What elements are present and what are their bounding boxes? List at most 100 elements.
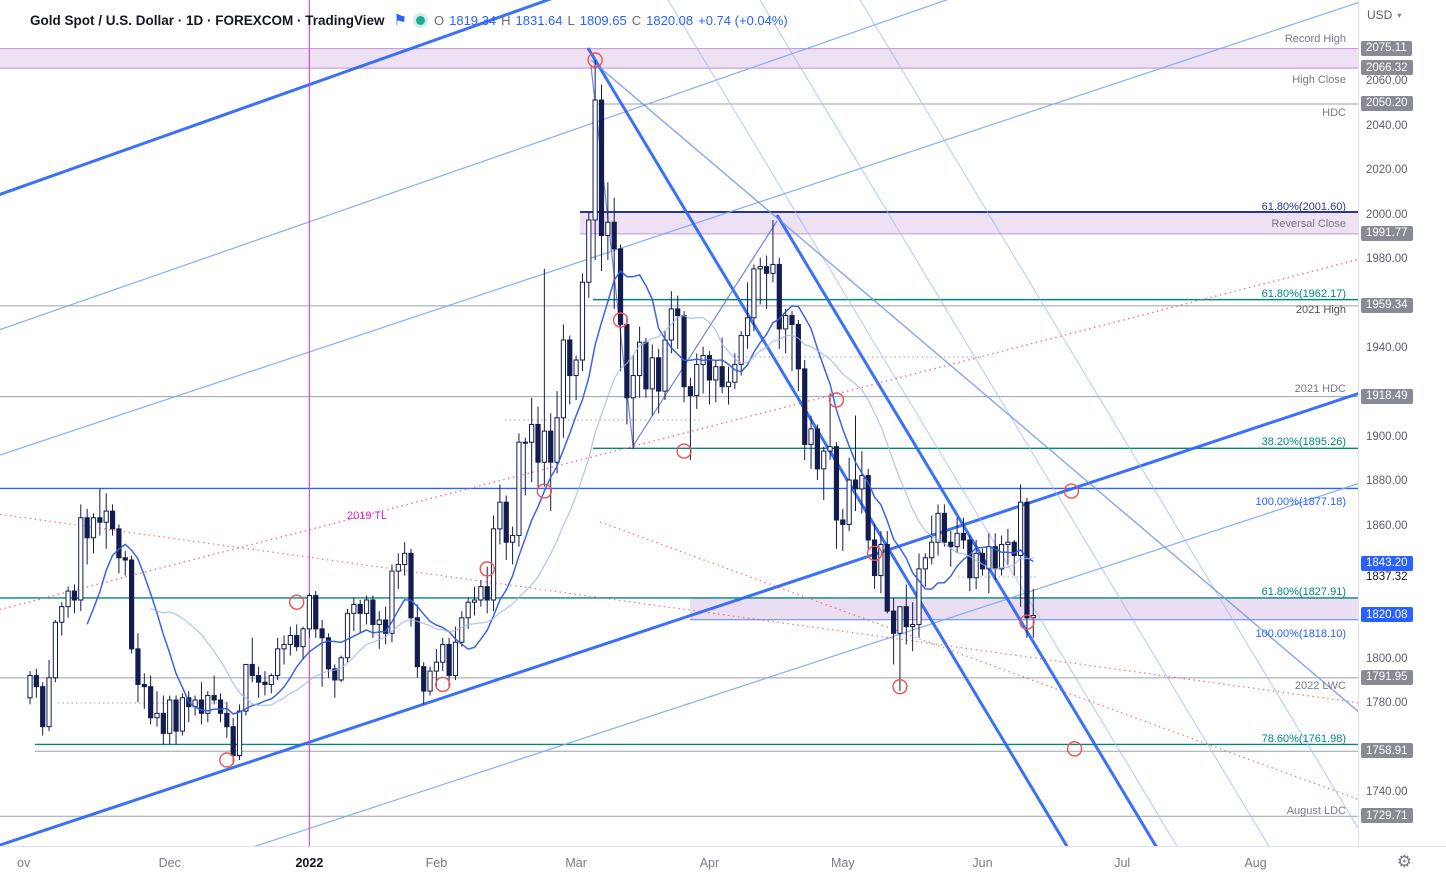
candle-body bbox=[662, 339, 668, 392]
candle-body bbox=[363, 599, 370, 614]
candle-body bbox=[910, 623, 916, 628]
candle-body bbox=[941, 512, 947, 543]
pivot-circle bbox=[676, 443, 692, 459]
high-label: H bbox=[501, 12, 511, 28]
settings-gear-icon[interactable]: ⚙ bbox=[1396, 852, 1412, 871]
candle-body bbox=[452, 641, 459, 677]
close-value: 1820.08 bbox=[646, 12, 694, 28]
candle-body bbox=[306, 595, 312, 630]
candle-body bbox=[490, 528, 497, 601]
pivot-circle bbox=[435, 676, 451, 693]
candle-body bbox=[59, 606, 65, 623]
time-axis-label: Apr bbox=[699, 856, 720, 870]
candle-body bbox=[78, 517, 84, 601]
candle-body bbox=[268, 675, 274, 685]
chart-plot-area[interactable]: Record High High Close HDC 61.80%(2001.60) R… bbox=[0, 0, 1358, 846]
candle-body bbox=[617, 248, 624, 325]
candle-body bbox=[548, 430, 554, 463]
time-axis[interactable]: ov Dec 2022 Feb Mar Apr May Jun Jul Aug bbox=[0, 846, 1446, 888]
record-high-zone bbox=[0, 48, 1358, 69]
candle-body bbox=[129, 559, 135, 650]
horizontal-levels bbox=[0, 48, 1358, 817]
close-label: C bbox=[631, 12, 642, 28]
candle-body bbox=[275, 648, 281, 677]
price-axis-badge: 1843.20 bbox=[1361, 555, 1413, 571]
candle-body bbox=[52, 621, 58, 679]
market-status-icon bbox=[415, 15, 425, 25]
candle-body bbox=[694, 363, 700, 397]
chevron-down-icon: ▾ bbox=[1397, 10, 1402, 20]
candle-body bbox=[376, 619, 382, 625]
candle-body bbox=[1024, 501, 1030, 619]
candle-body bbox=[160, 712, 166, 734]
candle-body bbox=[713, 366, 719, 381]
candle-body bbox=[732, 363, 738, 383]
candle-body bbox=[865, 475, 871, 541]
candle-body bbox=[65, 590, 71, 608]
candlestick-chart[interactable] bbox=[0, 0, 1358, 846]
open-label: O bbox=[433, 12, 445, 28]
candle-body bbox=[205, 695, 211, 714]
price-axis-badge: 1959.34 bbox=[1361, 297, 1413, 313]
candle-body bbox=[687, 386, 693, 397]
candle-body bbox=[484, 586, 490, 601]
flag-icon[interactable]: ⚑ bbox=[393, 11, 407, 29]
currency-selector[interactable]: USD ▾ bbox=[1367, 8, 1401, 22]
time-axis-label: 2022 bbox=[295, 856, 324, 870]
price-axis-badge: 1918.49 bbox=[1361, 388, 1413, 404]
pivot-markers bbox=[219, 52, 1083, 768]
price-axis-label: 1780.00 bbox=[1366, 697, 1408, 710]
candle-body bbox=[173, 699, 179, 732]
rising-line-5 bbox=[253, 482, 1358, 846]
red-dotted-1 bbox=[0, 513, 1358, 704]
candle-body bbox=[522, 441, 528, 444]
change-readout: +0.74 (+0.04%) bbox=[698, 12, 788, 28]
candle-body bbox=[656, 357, 662, 392]
time-axis-label: Jul bbox=[1114, 856, 1131, 870]
candle-body bbox=[243, 663, 249, 712]
rising-line-3 bbox=[0, 1, 1358, 456]
candle-body bbox=[471, 599, 478, 603]
currency-label: USD bbox=[1367, 8, 1393, 22]
candle-body bbox=[852, 479, 859, 490]
candle-body bbox=[986, 546, 992, 570]
candle-body bbox=[116, 528, 122, 559]
candle-body bbox=[148, 686, 154, 719]
rising-channel-top bbox=[0, 0, 553, 196]
candle-body bbox=[103, 510, 109, 523]
trendlines bbox=[0, 0, 1358, 846]
price-axis-label: 2020.00 bbox=[1366, 164, 1408, 177]
price-axis-badge: 2075.11 bbox=[1361, 40, 1412, 56]
price-axis-badge: 1729.71 bbox=[1361, 808, 1413, 824]
symbol-title[interactable]: Gold Spot / U.S. Dollar · 1D · FOREXCOM … bbox=[30, 12, 385, 28]
price-axis-badge: 1837.32 bbox=[1366, 570, 1408, 583]
candle-body bbox=[135, 648, 141, 685]
candle-body bbox=[859, 475, 865, 490]
candle-body bbox=[846, 479, 852, 525]
candle-body bbox=[408, 552, 414, 619]
downtrend-thin-3 bbox=[859, 0, 1358, 830]
time-axis-label: ov bbox=[17, 856, 31, 870]
candle-body bbox=[922, 557, 928, 570]
price-axis-badge: 1991.77 bbox=[1361, 225, 1413, 241]
candle-body bbox=[884, 543, 890, 612]
candle-body bbox=[960, 532, 967, 541]
downtrend-thin-1 bbox=[667, 0, 1178, 846]
candle-body bbox=[383, 619, 389, 634]
candle-body bbox=[802, 368, 808, 445]
candle-body bbox=[46, 677, 52, 728]
candle-body bbox=[586, 219, 592, 283]
candle-body bbox=[891, 610, 897, 634]
candle-body bbox=[198, 699, 205, 714]
candle-body bbox=[560, 339, 566, 419]
candle-body bbox=[294, 635, 300, 648]
candle-body bbox=[40, 686, 46, 728]
candle-body bbox=[109, 510, 116, 530]
reversal-close-zone bbox=[580, 211, 1358, 234]
candle-body bbox=[827, 446, 833, 452]
peaks-connector bbox=[590, 59, 1358, 713]
time-axis-label: Feb bbox=[425, 856, 448, 870]
candle-body bbox=[808, 428, 814, 445]
price-axis[interactable]: USD ▾ 2060.00 2040.00 2020.00 2000.00 1980.0… bbox=[1358, 0, 1446, 846]
candle-body bbox=[395, 563, 401, 572]
